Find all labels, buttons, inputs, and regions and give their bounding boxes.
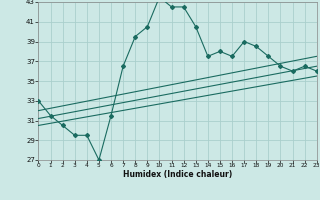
X-axis label: Humidex (Indice chaleur): Humidex (Indice chaleur) — [123, 170, 232, 179]
